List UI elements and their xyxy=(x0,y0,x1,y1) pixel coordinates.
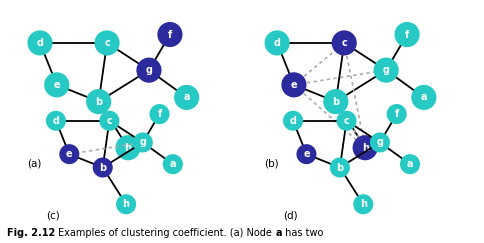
Text: d: d xyxy=(52,116,60,126)
Circle shape xyxy=(387,104,407,124)
Text: a: a xyxy=(275,228,282,238)
Text: e: e xyxy=(66,149,73,159)
Text: f: f xyxy=(168,30,172,40)
Text: (c): (c) xyxy=(46,211,60,221)
Circle shape xyxy=(59,144,79,164)
Text: f: f xyxy=(394,109,399,119)
Text: f: f xyxy=(405,30,409,40)
Circle shape xyxy=(411,85,437,110)
Text: g: g xyxy=(146,65,152,75)
Text: c: c xyxy=(344,116,349,126)
Text: g: g xyxy=(139,138,146,148)
Text: h: h xyxy=(122,199,130,209)
Text: c: c xyxy=(106,116,112,126)
Text: h: h xyxy=(124,143,132,153)
Circle shape xyxy=(353,194,373,214)
Circle shape xyxy=(400,154,420,174)
Circle shape xyxy=(283,111,303,131)
Text: h: h xyxy=(362,143,369,153)
Circle shape xyxy=(46,111,66,131)
Text: d: d xyxy=(36,38,44,48)
Circle shape xyxy=(394,22,420,47)
Circle shape xyxy=(133,132,153,153)
Text: h: h xyxy=(360,199,367,209)
Text: b: b xyxy=(95,97,102,107)
Text: a: a xyxy=(183,92,190,102)
Text: (a): (a) xyxy=(28,159,42,169)
Text: b: b xyxy=(99,163,106,173)
Circle shape xyxy=(370,132,390,153)
Text: Fig. 2.12: Fig. 2.12 xyxy=(7,228,59,238)
Text: d: d xyxy=(273,38,281,48)
Text: has two: has two xyxy=(282,228,323,238)
Circle shape xyxy=(332,30,357,55)
Circle shape xyxy=(374,58,399,83)
Text: e: e xyxy=(303,149,310,159)
Text: a: a xyxy=(169,159,176,169)
Circle shape xyxy=(174,85,199,110)
Circle shape xyxy=(150,104,169,124)
Circle shape xyxy=(157,22,182,47)
Circle shape xyxy=(99,111,120,131)
Text: f: f xyxy=(157,109,162,119)
Circle shape xyxy=(92,157,113,178)
Text: (b): (b) xyxy=(265,159,279,169)
Circle shape xyxy=(44,72,69,97)
Text: e: e xyxy=(290,80,297,90)
Text: c: c xyxy=(341,38,347,48)
Text: b: b xyxy=(333,97,339,107)
Text: e: e xyxy=(53,80,60,90)
Text: a: a xyxy=(421,92,427,102)
Circle shape xyxy=(163,154,183,174)
Circle shape xyxy=(94,30,120,55)
Circle shape xyxy=(116,135,140,160)
Circle shape xyxy=(353,135,378,160)
Circle shape xyxy=(86,89,111,114)
Circle shape xyxy=(116,194,136,214)
Text: (d): (d) xyxy=(283,211,298,221)
Circle shape xyxy=(296,144,317,164)
Circle shape xyxy=(336,111,357,131)
Text: d: d xyxy=(289,116,297,126)
Circle shape xyxy=(281,72,306,97)
Text: g: g xyxy=(383,65,390,75)
Circle shape xyxy=(330,157,350,178)
Text: c: c xyxy=(104,38,110,48)
Text: b: b xyxy=(336,163,344,173)
Circle shape xyxy=(265,30,290,55)
Circle shape xyxy=(323,89,348,114)
Text: a: a xyxy=(407,159,413,169)
Text: Examples of clustering coefficient. (a) Node: Examples of clustering coefficient. (a) … xyxy=(59,228,275,238)
Text: g: g xyxy=(377,138,383,148)
Circle shape xyxy=(28,30,53,55)
Circle shape xyxy=(136,58,162,83)
